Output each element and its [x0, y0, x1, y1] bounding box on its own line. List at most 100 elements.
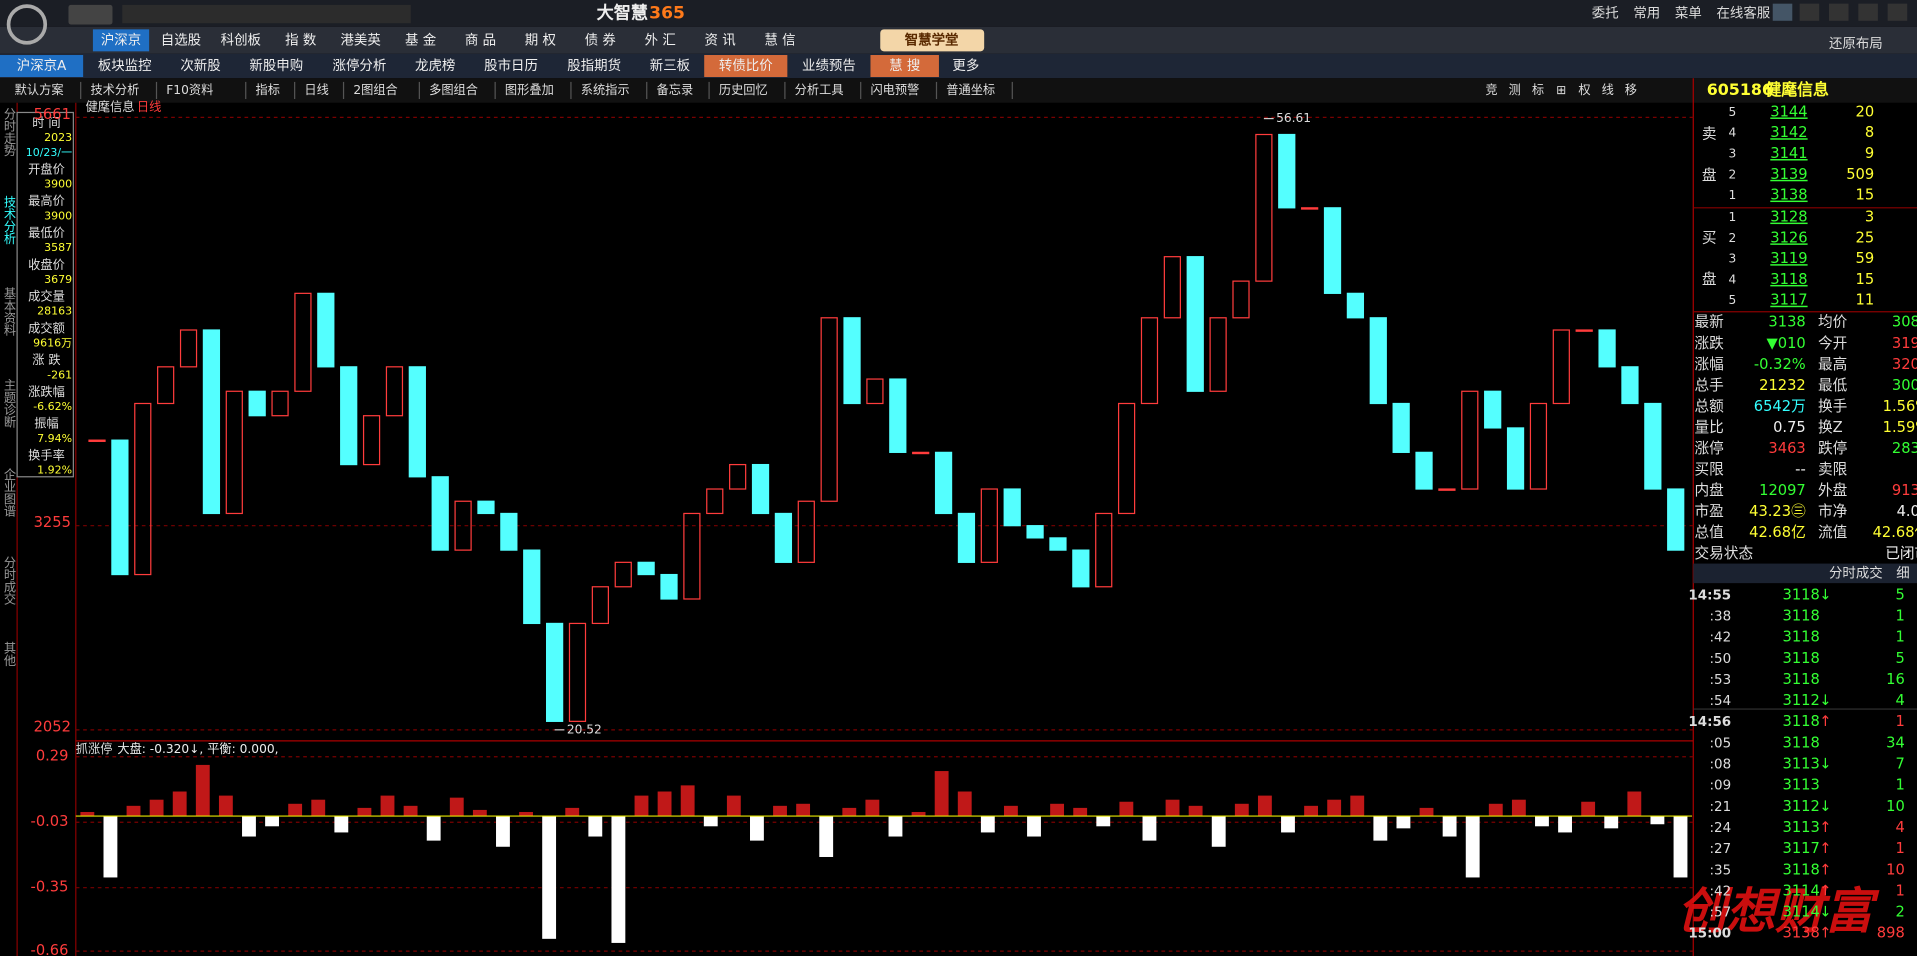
toolbar-button[interactable]: 2图组合 — [353, 82, 397, 97]
trade-direction: ↓ — [1819, 798, 1831, 815]
quote-label: 最新 — [1694, 314, 1724, 331]
indicator-bar — [1465, 816, 1480, 878]
nav-tab[interactable]: 慧 信 — [764, 32, 795, 48]
nav-tab[interactable]: 债 券 — [585, 32, 617, 48]
indicator-bar — [1234, 803, 1249, 817]
toolbar-icon[interactable]: 标 — [1532, 83, 1544, 97]
nav-tab[interactable]: 指 数 — [285, 32, 317, 48]
sub-tab[interactable]: 新股申购 — [249, 58, 303, 74]
nav-tab[interactable]: 基 金 — [405, 31, 437, 48]
candle — [1232, 280, 1250, 319]
book-volume: 9 — [1865, 145, 1874, 162]
toolbar-button[interactable]: 闪电预警 — [870, 82, 919, 97]
toolbar-button[interactable]: 备忘录 — [657, 82, 694, 97]
indicator-bar — [288, 803, 303, 817]
low-label: 20.52 — [567, 722, 602, 736]
info-label: 涨跌幅 — [28, 384, 65, 399]
window-button[interactable] — [1887, 3, 1908, 21]
toolbar-icon[interactable]: 竞 — [1485, 83, 1497, 97]
book-level: 4 — [1729, 126, 1737, 140]
toolbar-button[interactable]: 历史回忆 — [719, 82, 768, 97]
top-menu-item[interactable]: 委托 — [1592, 5, 1619, 21]
toolbar-button[interactable]: 默认方案 — [15, 82, 64, 97]
chart-title: 抓涨停 — [76, 741, 113, 756]
toolbar-button[interactable]: 普通坐标 — [946, 83, 995, 97]
nav-tab[interactable]: 沪深京 — [101, 32, 141, 48]
window-button[interactable] — [1858, 3, 1878, 21]
book-volume: 8 — [1865, 124, 1874, 141]
info-value: 28163 — [37, 305, 72, 318]
sub-tab[interactable]: 板块监控 — [98, 58, 152, 74]
academy-button-bg[interactable] — [880, 29, 985, 52]
window-button[interactable] — [1828, 3, 1849, 21]
candle — [1438, 488, 1456, 491]
sub-tab[interactable]: 龙虎榜 — [415, 57, 455, 74]
sub-tab[interactable]: 业绩预告 — [802, 58, 856, 74]
nav-tab[interactable]: 商 品 — [465, 32, 496, 48]
academy-button[interactable]: 智慧学堂 — [905, 31, 959, 48]
restore-layout[interactable]: 还原布局 — [1829, 36, 1883, 52]
toolbar-button[interactable]: 日线 — [304, 83, 328, 97]
toolbar-icon[interactable]: ⊞ — [1556, 83, 1566, 97]
sub-tab[interactable]: 次新股 — [180, 58, 220, 74]
trade-time: :21 — [1710, 800, 1732, 815]
nav-tab[interactable]: 期 权 — [525, 31, 556, 48]
sub-tab[interactable]: 沪深京A — [17, 58, 67, 74]
side-tab[interactable]: 企业图谱 — [2, 467, 16, 517]
quote-value: 1.56% — [1883, 398, 1917, 415]
trade-volume: 2 — [1895, 904, 1904, 921]
sub-tab[interactable]: 股指期货 — [567, 57, 621, 74]
candle — [706, 488, 724, 515]
toolbar-button[interactable]: 系统指示 — [581, 82, 630, 97]
tab-highlight — [0, 55, 84, 78]
toolbar-icon[interactable]: 权 — [1578, 83, 1590, 97]
toolbar-icon[interactable]: 测 — [1509, 83, 1521, 97]
sub-tab[interactable]: 转债比价 — [719, 58, 773, 74]
side-tab[interactable]: 基本资料 — [2, 287, 16, 336]
trade-volume: 898 — [1877, 925, 1905, 942]
back-button[interactable] — [68, 4, 113, 25]
indicator-bar — [242, 816, 256, 837]
quote-value: 4.00 — [1897, 503, 1917, 520]
nav-tab[interactable]: 资 讯 — [705, 32, 736, 48]
nav-tab[interactable]: 自选股 — [161, 32, 201, 48]
info-value: 2023 — [44, 131, 72, 144]
book-price: 3141 — [1770, 145, 1807, 162]
side-tab[interactable]: 分时走势 — [2, 107, 16, 156]
search-box[interactable] — [122, 4, 411, 24]
trades-detail[interactable]: 细 — [1896, 565, 1909, 581]
side-tab[interactable]: 分时成交 — [2, 556, 16, 606]
toolbar-button[interactable]: 分析工具 — [795, 83, 844, 97]
toolbar-button[interactable]: 图形叠加 — [505, 83, 554, 97]
toolbar-button[interactable]: F10资料 — [166, 83, 213, 97]
side-tab[interactable]: 其他 — [2, 642, 16, 667]
top-menu-item[interactable]: 在线客服 — [1716, 4, 1770, 21]
stock-code: 605186 — [1707, 80, 1773, 99]
candle — [1346, 292, 1365, 319]
top-menu-item[interactable]: 常用 — [1633, 5, 1660, 21]
nav-tab[interactable]: 科创板 — [221, 32, 261, 48]
trade-price: 3118 — [1783, 650, 1820, 667]
info-value: 1.92% — [37, 464, 72, 477]
nav-tab[interactable]: 港美英 — [340, 31, 381, 48]
nav-tab[interactable]: 外 汇 — [645, 32, 676, 48]
window-button[interactable] — [1772, 3, 1793, 21]
toolbar-icon[interactable]: 移 — [1625, 83, 1637, 97]
sub-tab[interactable]: 新三板 — [650, 58, 690, 74]
sub-tab[interactable]: 股市日历 — [484, 57, 538, 74]
sub-tab[interactable]: 更多 — [952, 57, 979, 74]
top-menu-item[interactable]: 菜单 — [1675, 5, 1702, 21]
toolbar-button[interactable]: 指标 — [256, 82, 280, 97]
candle — [1552, 329, 1570, 405]
window-button[interactable] — [1799, 3, 1820, 21]
toolbar-button[interactable]: 多图组合 — [429, 82, 478, 97]
toolbar-button[interactable]: 技术分析 — [90, 83, 139, 97]
side-tab[interactable]: 技术分析 — [2, 195, 16, 245]
side-tab[interactable]: 主题诊断 — [2, 379, 16, 429]
sub-tab[interactable]: 涨停分析 — [333, 57, 387, 74]
trade-time: :42 — [1710, 631, 1732, 646]
toolbar-icon[interactable]: 线 — [1602, 83, 1614, 97]
candle — [1644, 402, 1662, 490]
sub-tab[interactable]: 慧 搜 — [889, 58, 920, 74]
info-label: 成交额 — [28, 320, 65, 335]
